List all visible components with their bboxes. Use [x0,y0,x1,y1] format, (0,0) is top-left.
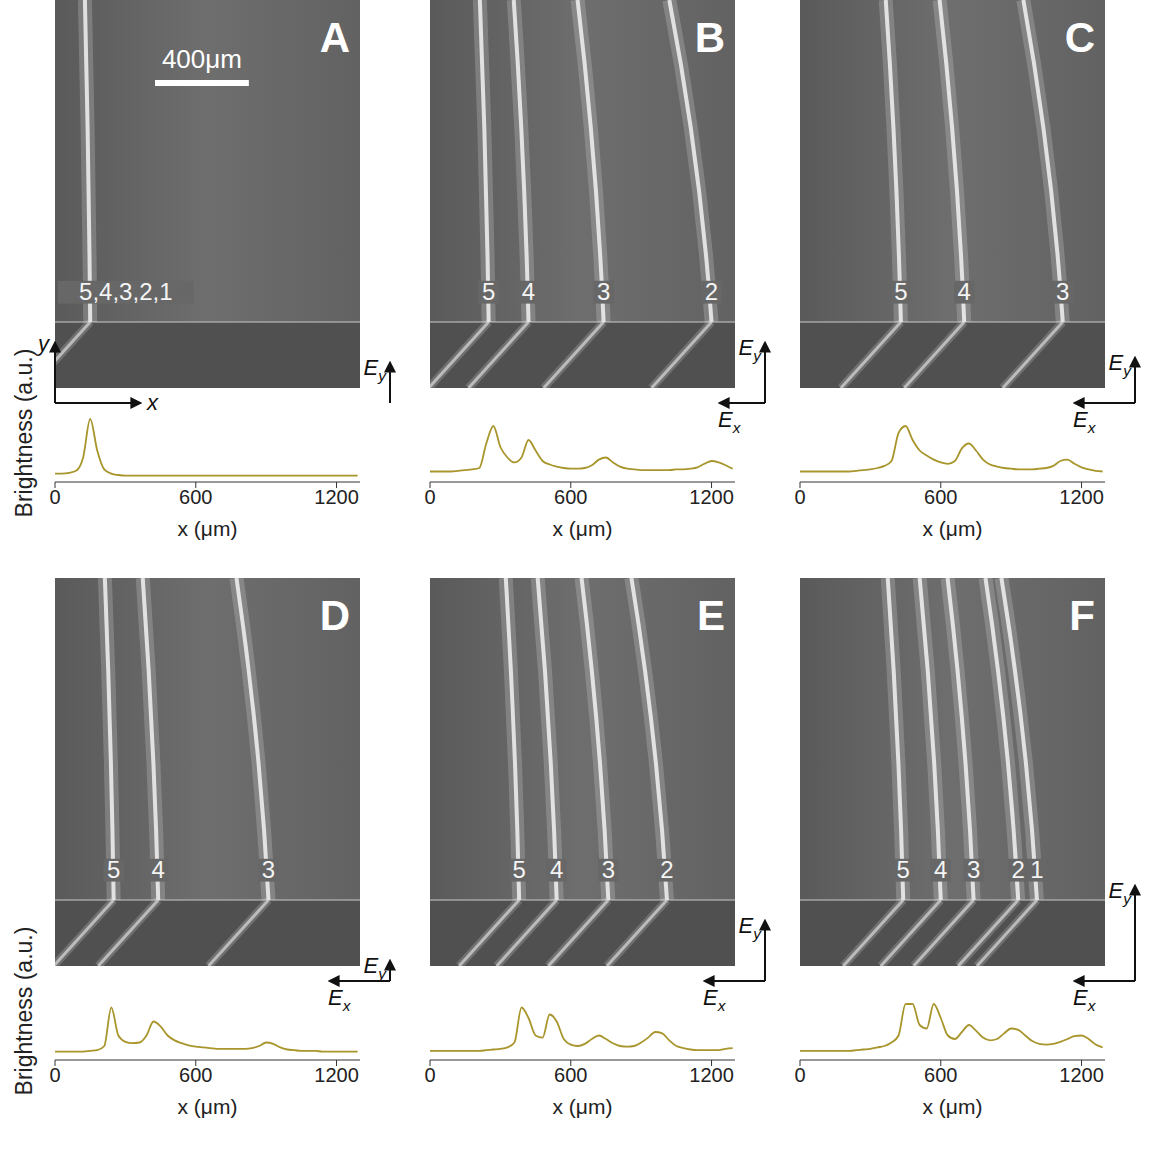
svg-text:5: 5 [107,856,120,883]
svg-text:E: E [697,592,725,639]
svg-text:600: 600 [179,1064,212,1086]
svg-text:Ey: Ey [1109,350,1133,379]
svg-text:4: 4 [550,856,563,883]
svg-text:x (μm): x (μm) [178,1095,238,1118]
svg-text:4: 4 [958,278,971,305]
svg-text:600: 600 [179,486,212,508]
svg-text:C: C [1065,14,1095,61]
svg-text:0: 0 [424,1064,435,1086]
svg-text:1200: 1200 [314,486,359,508]
svg-text:2: 2 [1012,856,1025,883]
svg-text:Ex: Ex [718,407,742,436]
svg-text:5,4,3,2,1: 5,4,3,2,1 [79,278,172,305]
svg-text:3: 3 [597,278,610,305]
svg-text:D: D [320,592,350,639]
svg-text:600: 600 [924,486,957,508]
svg-text:5: 5 [894,278,907,305]
svg-text:3: 3 [967,856,980,883]
svg-text:0: 0 [49,1064,60,1086]
svg-text:5: 5 [482,278,495,305]
svg-text:5: 5 [512,856,525,883]
svg-text:F: F [1069,592,1095,639]
svg-text:x (μm): x (μm) [923,517,983,540]
svg-text:Ey: Ey [1109,878,1133,907]
svg-text:A: A [320,14,350,61]
svg-text:Ex: Ex [1073,407,1097,436]
svg-text:2: 2 [705,278,718,305]
svg-text:Ey: Ey [364,355,388,384]
svg-text:400μm: 400μm [162,44,242,74]
svg-text:Ex: Ex [1073,985,1097,1014]
svg-text:x (μm): x (μm) [553,1095,613,1118]
svg-text:Ex: Ex [703,985,727,1014]
svg-text:600: 600 [554,486,587,508]
svg-text:Ey: Ey [739,913,763,942]
svg-text:0: 0 [424,486,435,508]
svg-text:1: 1 [1030,856,1043,883]
svg-text:y: y [36,331,51,356]
svg-text:1200: 1200 [689,1064,734,1086]
svg-text:600: 600 [924,1064,957,1086]
svg-text:1200: 1200 [689,486,734,508]
svg-text:0: 0 [794,486,805,508]
svg-text:x: x [146,390,159,415]
svg-text:Ey: Ey [364,953,388,982]
svg-text:3: 3 [262,856,275,883]
svg-text:600: 600 [554,1064,587,1086]
svg-text:4: 4 [934,856,947,883]
svg-text:0: 0 [49,486,60,508]
svg-text:3: 3 [1056,278,1069,305]
svg-text:x (μm): x (μm) [923,1095,983,1118]
svg-text:1200: 1200 [1059,486,1104,508]
svg-text:B: B [695,14,725,61]
svg-text:2: 2 [660,856,673,883]
svg-text:1200: 1200 [1059,1064,1104,1086]
html-text:Brightness (a.u.): Brightness (a.u.) [10,926,37,1096]
svg-text:Ex: Ex [328,985,352,1014]
svg-text:0: 0 [794,1064,805,1086]
html-text:Brightness (a.u.): Brightness (a.u.) [10,348,37,518]
svg-text:4: 4 [522,278,535,305]
svg-text:x (μm): x (μm) [553,517,613,540]
svg-text:4: 4 [152,856,165,883]
svg-text:Ey: Ey [739,335,763,364]
svg-text:3: 3 [602,856,615,883]
svg-text:1200: 1200 [314,1064,359,1086]
svg-text:x (μm): x (μm) [178,517,238,540]
svg-text:5: 5 [897,856,910,883]
